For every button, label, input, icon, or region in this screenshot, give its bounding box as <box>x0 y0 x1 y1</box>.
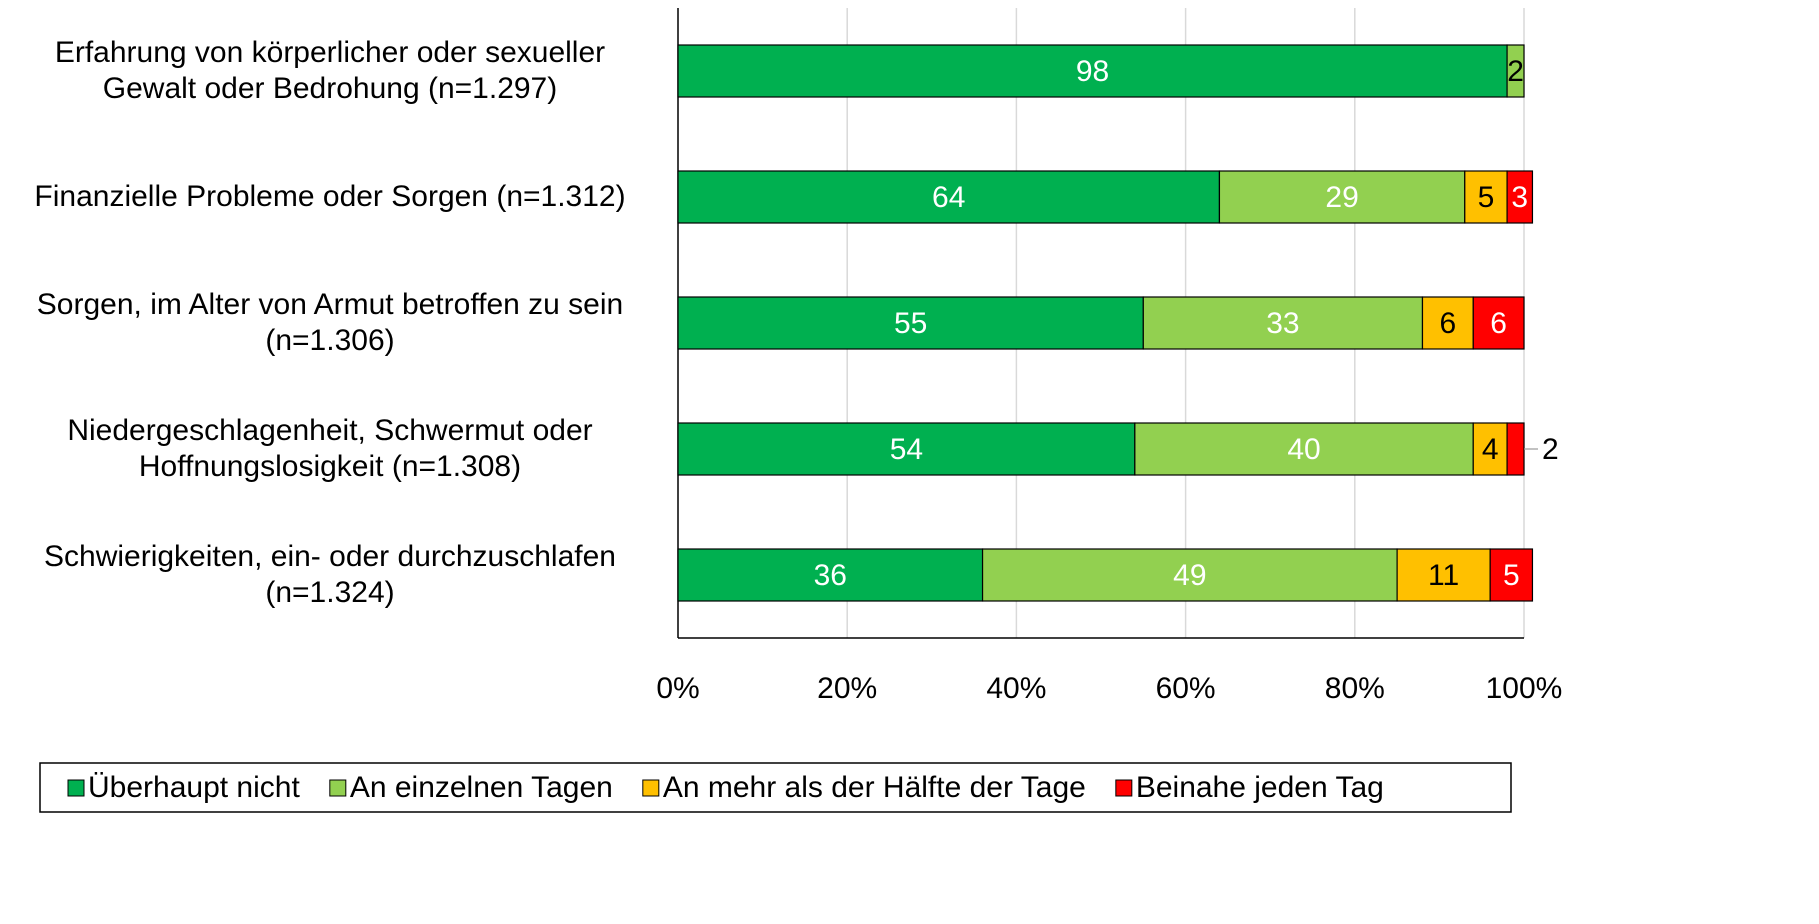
legend-marker <box>1115 779 1133 797</box>
bar-segment <box>1506 44 1525 98</box>
y-tick-label: Sorgen, im Alter von Armut betroffen zu … <box>36 288 624 357</box>
x-tick-label: 100% <box>1486 672 1563 705</box>
data-label: 98 <box>1076 55 1109 88</box>
legend-marker <box>67 779 85 797</box>
y-tick-label: Niedergeschlagenheit, Schwermut oder Hof… <box>67 414 593 483</box>
bar-segment <box>1218 170 1466 224</box>
data-label: 54 <box>890 433 923 466</box>
x-tick-label: 0% <box>656 672 699 705</box>
legend-box <box>39 762 1512 813</box>
bar-segment <box>1489 548 1534 602</box>
data-label: 5 <box>1478 181 1495 214</box>
data-label: 6 <box>1490 307 1507 340</box>
x-tick-label: 40% <box>986 672 1046 705</box>
bar-segment <box>981 548 1398 602</box>
y-tick-label: Erfahrung von körperlicher oder sexuelle… <box>54 36 606 105</box>
bar-segment <box>1506 422 1525 476</box>
x-tick-label: 80% <box>1325 672 1385 705</box>
legend-label: An einzelnen Tagen <box>350 771 613 804</box>
data-label: 36 <box>814 559 847 592</box>
bar-segment <box>677 296 1144 350</box>
bar-segment <box>1472 296 1525 350</box>
data-label: 55 <box>894 307 927 340</box>
legend-marker <box>329 779 347 797</box>
y-tick-label: Schwierigkeiten, ein- oder durchzuschlaf… <box>44 540 616 609</box>
data-label: 29 <box>1325 181 1358 214</box>
data-label: 33 <box>1266 307 1299 340</box>
bar-segment <box>1134 422 1474 476</box>
data-label: 11 <box>1428 559 1459 592</box>
data-label: 64 <box>932 181 965 214</box>
data-label: 40 <box>1287 433 1320 466</box>
data-label: 2 <box>1507 55 1524 88</box>
legend-label: Überhaupt nicht <box>88 771 300 804</box>
legend-label: An mehr als der Hälfte der Tage <box>663 771 1086 804</box>
x-tick-label: 60% <box>1156 672 1216 705</box>
data-label: 49 <box>1173 559 1206 592</box>
data-label: 4 <box>1482 433 1499 466</box>
bar-segment <box>1506 170 1534 224</box>
data-label: 6 <box>1440 307 1457 340</box>
bar-segment <box>677 422 1136 476</box>
bar-segment <box>1464 170 1508 224</box>
bar-segment <box>1396 548 1491 602</box>
bar-segment <box>677 548 984 602</box>
data-label: 2 <box>1542 433 1559 466</box>
legend-marker <box>642 779 660 797</box>
bar-segment <box>677 170 1221 224</box>
legend-label: Beinahe jeden Tag <box>1136 771 1384 804</box>
y-tick-label: Finanzielle Probleme oder Sorgen (n=1.31… <box>34 180 626 213</box>
x-tick-label: 20% <box>817 672 877 705</box>
bar-segment <box>677 44 1508 98</box>
bar-segment <box>1421 296 1474 350</box>
data-label: 3 <box>1511 181 1528 214</box>
data-label: 5 <box>1503 559 1520 592</box>
